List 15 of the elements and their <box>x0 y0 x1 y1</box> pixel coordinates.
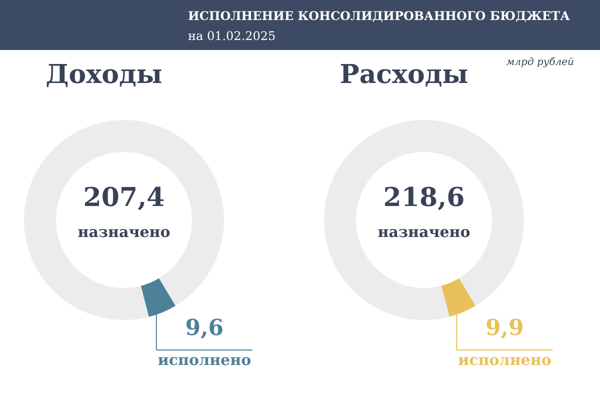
donut-slice <box>324 120 524 320</box>
text: 207,4 <box>83 183 165 213</box>
data-label: 9,6 <box>185 315 224 341</box>
text: назначено <box>378 223 470 241</box>
data-label: 9,9 <box>486 315 524 341</box>
text: ИСПОЛНЕНИЕ КОНСОЛИДИРОВАННОГО БЮДЖЕТА <box>188 9 570 23</box>
chart-title: Расходы <box>340 60 468 90</box>
chart-title: Доходы <box>46 60 162 90</box>
text: млрд рублей <box>506 57 574 68</box>
donut-slice <box>24 120 224 320</box>
text: на 01.02.2025 <box>188 29 276 43</box>
slice-label: исполнено <box>158 351 252 369</box>
text: 218,6 <box>383 183 465 213</box>
text: назначено <box>78 223 170 241</box>
slice-label: исполнено <box>458 351 552 369</box>
